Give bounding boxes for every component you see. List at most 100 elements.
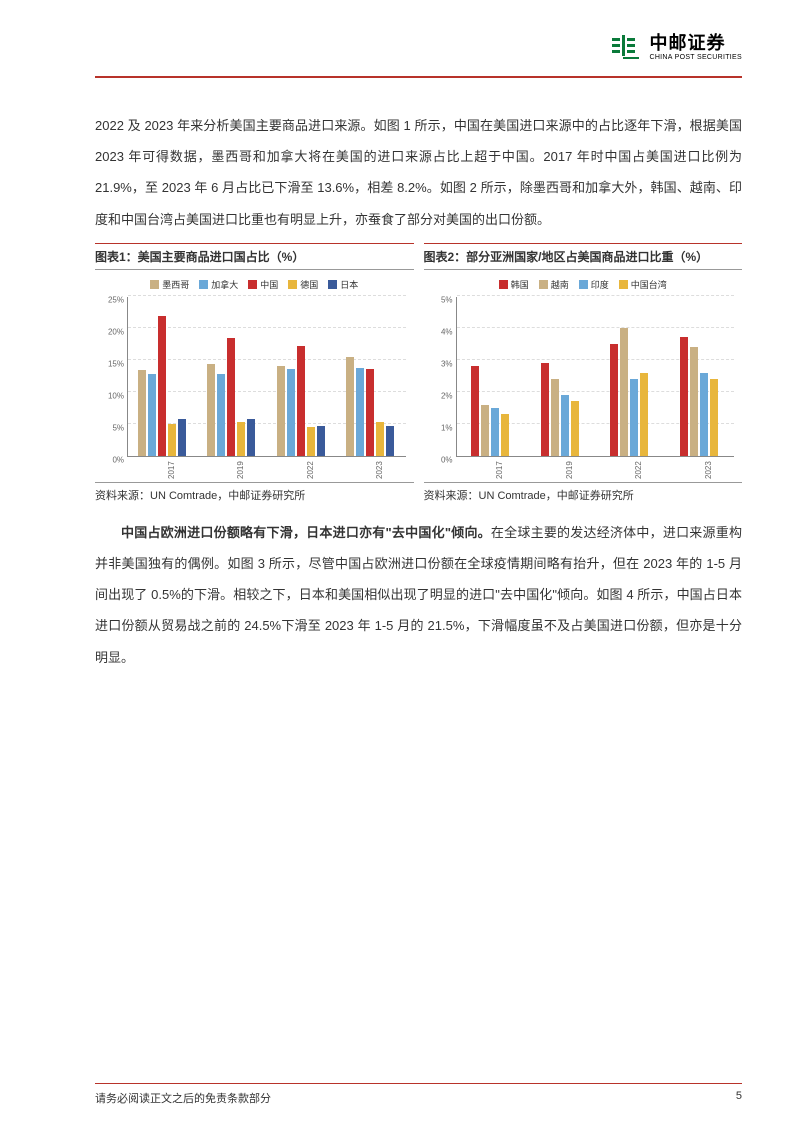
y-tick: 20% [100, 327, 124, 336]
bar [481, 405, 489, 456]
bar [541, 363, 549, 456]
paragraph-2-lead: 中国占欧洲进口份额略有下滑，日本进口亦有"去中国化"倾向。 [121, 525, 491, 540]
bar [138, 370, 146, 456]
bar [630, 379, 638, 456]
chart-legend: 墨西哥 加拿大 中国 德国 日本 [99, 278, 410, 291]
bar [376, 422, 384, 455]
legend-label: 中国 [260, 278, 278, 291]
bar [620, 328, 628, 456]
x-label: 2019 [236, 461, 245, 479]
bar [551, 379, 559, 456]
bar [317, 426, 325, 455]
bar [277, 366, 285, 456]
bar [491, 408, 499, 456]
bar-group [346, 357, 394, 456]
legend-swatch [328, 280, 337, 289]
legend-label: 墨西哥 [162, 278, 189, 291]
y-tick: 2% [429, 391, 453, 400]
legend-label: 德国 [300, 278, 318, 291]
legend-swatch [288, 280, 297, 289]
legend-swatch [619, 280, 628, 289]
legend-item: 墨西哥 [150, 278, 189, 291]
gridline [128, 295, 406, 296]
paragraph-2: 中国占欧洲进口份额略有下滑，日本进口亦有"去中国化"倾向。在全球主要的发达经济体… [95, 517, 742, 673]
legend-item: 中国 [248, 278, 278, 291]
bar [227, 338, 235, 456]
legend-item: 印度 [579, 278, 609, 291]
bar [710, 379, 718, 456]
chart-2-source: 资料来源：UN Comtrade，中邮证券研究所 [424, 482, 743, 503]
bar [297, 346, 305, 455]
y-tick: 15% [100, 359, 124, 368]
chart-1-area: 墨西哥 加拿大 中国 德国 日本 0%5%10%15%20%25%201720192022… [95, 270, 414, 480]
legend-label: 越南 [551, 278, 569, 291]
legend-item: 韩国 [499, 278, 529, 291]
x-label: 2022 [634, 461, 643, 479]
bar [700, 373, 708, 456]
y-tick: 25% [100, 295, 124, 304]
y-tick: 5% [429, 295, 453, 304]
legend-swatch [539, 280, 548, 289]
chart-2-title: 图表2：部分亚洲国家/地区占美国商品进口比重（%） [424, 243, 743, 270]
legend-swatch [150, 280, 159, 289]
bar [610, 344, 618, 456]
header-rule [95, 76, 742, 78]
legend-label: 韩国 [511, 278, 529, 291]
legend-label: 加拿大 [211, 278, 238, 291]
legend-item: 中国台湾 [619, 278, 667, 291]
bar-group [138, 316, 186, 456]
footer-disclaimer: 请务必阅读正文之后的免责条款部分 [95, 1090, 271, 1106]
bar-group [207, 338, 255, 456]
y-tick: 1% [429, 423, 453, 432]
chart-1-source: 资料来源：UN Comtrade，中邮证券研究所 [95, 482, 414, 503]
legend-swatch [199, 280, 208, 289]
legend-swatch [248, 280, 257, 289]
chart-1-title: 图表1：美国主要商品进口国占比（%） [95, 243, 414, 270]
bar [237, 422, 245, 455]
legend-swatch [499, 280, 508, 289]
bar [158, 316, 166, 456]
logo-icon [609, 30, 643, 64]
y-tick: 3% [429, 359, 453, 368]
legend-label: 日本 [340, 278, 358, 291]
bar [471, 366, 479, 456]
bar [247, 419, 255, 456]
chart-plot: 0%1%2%3%4%5%2017201920222023 [456, 297, 735, 457]
bar-group [277, 346, 325, 455]
bar [640, 373, 648, 456]
gridline [457, 295, 735, 296]
y-tick: 0% [429, 455, 453, 464]
logo-text-cn: 中邮证券 [649, 34, 742, 52]
x-label: 2023 [375, 461, 384, 479]
y-tick: 10% [100, 391, 124, 400]
y-tick: 4% [429, 327, 453, 336]
paragraph-2-rest: 在全球主要的发达经济体中，进口来源重构并非美国独有的偶例。如图 3 所示，尽管中… [95, 525, 742, 665]
legend-item: 日本 [328, 278, 358, 291]
bar [287, 369, 295, 455]
x-label: 2022 [306, 461, 315, 479]
paragraph-1: 2022 及 2023 年来分析美国主要商品进口来源。如图 1 所示，中国在美国… [95, 110, 742, 235]
legend-label: 中国台湾 [631, 278, 667, 291]
bar [307, 427, 315, 456]
bar [356, 368, 364, 456]
bar-group [680, 337, 718, 455]
bar [178, 419, 186, 456]
x-label: 2017 [167, 461, 176, 479]
bar [217, 374, 225, 456]
logo-text-en: CHINA POST SECURITIES [649, 54, 742, 61]
bar [571, 401, 579, 455]
legend-item: 德国 [288, 278, 318, 291]
charts-row: 图表1：美国主要商品进口国占比（%） 墨西哥加拿大中国德国日本0%5%10%15… [95, 243, 742, 503]
bar [148, 374, 156, 456]
x-label: 2017 [495, 461, 504, 479]
legend-swatch [579, 280, 588, 289]
footer-page: 5 [736, 1090, 742, 1106]
bar [561, 395, 569, 456]
chart-plot: 0%5%10%15%20%25%2017201920222023 [127, 297, 406, 457]
bar [501, 414, 509, 456]
bar-group [471, 366, 509, 456]
chart-1: 图表1：美国主要商品进口国占比（%） 墨西哥 加拿大 中国 德国 日本 0%5%10%15… [95, 243, 414, 503]
bar [346, 357, 354, 456]
header-logo: 中邮证券 CHINA POST SECURITIES [609, 30, 742, 64]
chart-2-area: 韩国 越南印度 中国台湾 0%1%2%3%4%5%2017201920222023 [424, 270, 743, 480]
